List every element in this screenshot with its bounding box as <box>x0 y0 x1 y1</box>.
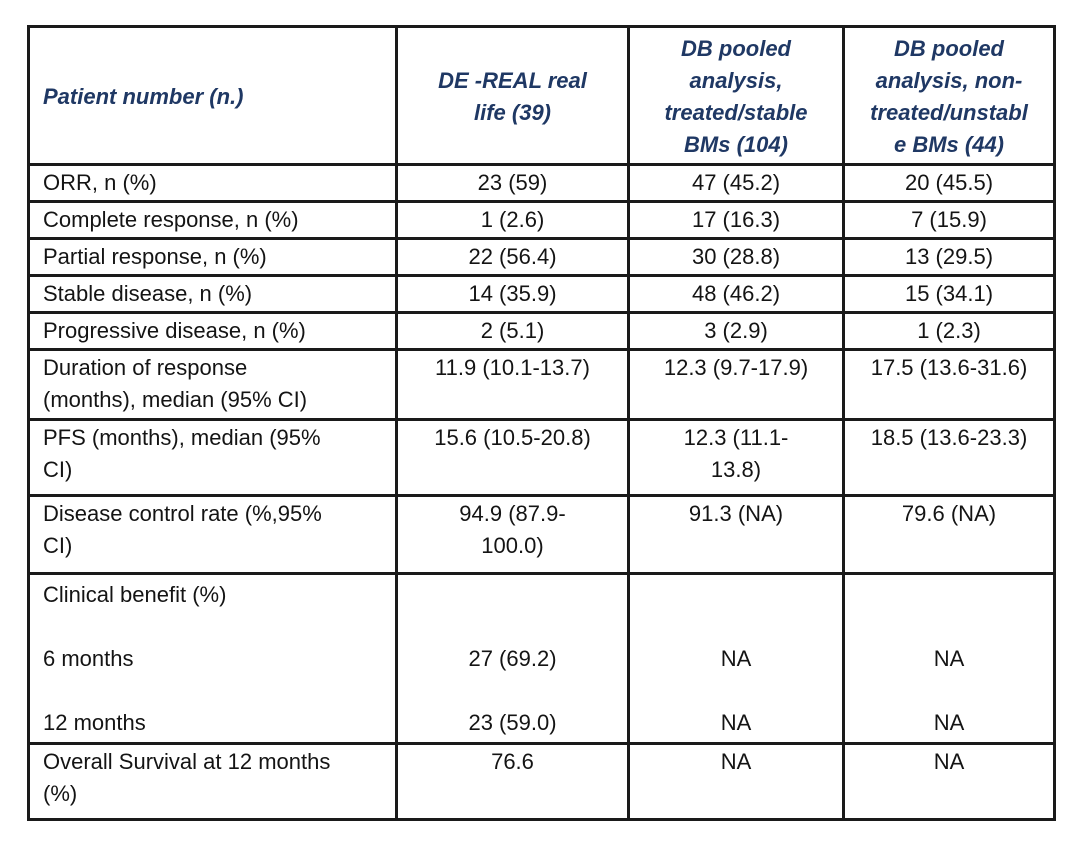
cell-sd-treated: 48 (46.2) <box>627 274 845 314</box>
header-de-real: DE -REAL real life (39) <box>395 25 630 166</box>
cell-cb-treated: NA NA <box>627 572 845 745</box>
header-patient-number: Patient number (n.) <box>27 25 398 166</box>
table-row-disease-control-rate: Disease control rate (%,95% CI) 94.9 (87… <box>27 494 1056 575</box>
cell-pr-dereal: 22 (56.4) <box>395 237 630 277</box>
cell-sd-nontreated: 15 (34.1) <box>842 274 1056 314</box>
row-label-clinical-benefit: Clinical benefit (%) 6 months 12 months <box>27 572 398 745</box>
row-label-pfs: PFS (months), median (95% CI) <box>27 418 398 497</box>
table-row-orr: ORR, n (%) 23 (59) 47 (45.2) 20 (45.5) <box>27 163 1056 203</box>
cell-orr-treated: 47 (45.2) <box>627 163 845 203</box>
cell-cr-dereal: 1 (2.6) <box>395 200 630 240</box>
cell-os-nontreated: NA <box>842 742 1056 821</box>
cell-dor-nontreated: 17.5 (13.6-31.6) <box>842 348 1056 421</box>
table-row-complete-response: Complete response, n (%) 1 (2.6) 17 (16.… <box>27 200 1056 240</box>
table-row-progressive-disease: Progressive disease, n (%) 2 (5.1) 3 (2.… <box>27 311 1056 351</box>
cell-dcr-dereal: 94.9 (87.9- 100.0) <box>395 494 630 575</box>
cell-os-treated: NA <box>627 742 845 821</box>
cell-pfs-nontreated: 18.5 (13.6-23.3) <box>842 418 1056 497</box>
cell-pd-dereal: 2 (5.1) <box>395 311 630 351</box>
cell-pd-nontreated: 1 (2.3) <box>842 311 1056 351</box>
row-label-progressive-disease: Progressive disease, n (%) <box>27 311 398 351</box>
row-label-overall-survival: Overall Survival at 12 months (%) <box>27 742 398 821</box>
cell-orr-nontreated: 20 (45.5) <box>842 163 1056 203</box>
cell-cb-nontreated: NA NA <box>842 572 1056 745</box>
cell-pd-treated: 3 (2.9) <box>627 311 845 351</box>
table-row-clinical-benefit: Clinical benefit (%) 6 months 12 months … <box>27 572 1056 745</box>
cell-cr-nontreated: 7 (15.9) <box>842 200 1056 240</box>
cell-pr-treated: 30 (28.8) <box>627 237 845 277</box>
cell-dcr-nontreated: 79.6 (NA) <box>842 494 1056 575</box>
table-row-pfs: PFS (months), median (95% CI) 15.6 (10.5… <box>27 418 1056 497</box>
header-row: Patient number (n.) DE -REAL real life (… <box>27 25 1056 166</box>
row-label-orr: ORR, n (%) <box>27 163 398 203</box>
cell-pr-nontreated: 13 (29.5) <box>842 237 1056 277</box>
row-label-stable-disease: Stable disease, n (%) <box>27 274 398 314</box>
row-label-disease-control-rate: Disease control rate (%,95% CI) <box>27 494 398 575</box>
cell-sd-dereal: 14 (35.9) <box>395 274 630 314</box>
cell-os-dereal: 76.6 <box>395 742 630 821</box>
table-row-partial-response: Partial response, n (%) 22 (56.4) 30 (28… <box>27 237 1056 277</box>
header-db-pooled-treated: DB pooled analysis, treated/stable BMs (… <box>627 25 845 166</box>
header-db-pooled-nontreated: DB pooled analysis, non- treated/unstabl… <box>842 25 1056 166</box>
cell-dcr-treated: 91.3 (NA) <box>627 494 845 575</box>
row-label-complete-response: Complete response, n (%) <box>27 200 398 240</box>
row-label-partial-response: Partial response, n (%) <box>27 237 398 277</box>
cell-orr-dereal: 23 (59) <box>395 163 630 203</box>
cell-dor-treated: 12.3 (9.7-17.9) <box>627 348 845 421</box>
table-row-stable-disease: Stable disease, n (%) 14 (35.9) 48 (46.2… <box>27 274 1056 314</box>
page: Patient number (n.) DE -REAL real life (… <box>27 25 1056 821</box>
table-row-duration-of-response: Duration of response (months), median (9… <box>27 348 1056 421</box>
row-label-duration-of-response: Duration of response (months), median (9… <box>27 348 398 421</box>
clinical-results-table: Patient number (n.) DE -REAL real life (… <box>27 25 1056 821</box>
cell-dor-dereal: 11.9 (10.1-13.7) <box>395 348 630 421</box>
cell-pfs-treated: 12.3 (11.1- 13.8) <box>627 418 845 497</box>
cell-cb-dereal: 27 (69.2) 23 (59.0) <box>395 572 630 745</box>
table-row-overall-survival: Overall Survival at 12 months (%) 76.6 N… <box>27 742 1056 821</box>
cell-pfs-dereal: 15.6 (10.5-20.8) <box>395 418 630 497</box>
cell-cr-treated: 17 (16.3) <box>627 200 845 240</box>
